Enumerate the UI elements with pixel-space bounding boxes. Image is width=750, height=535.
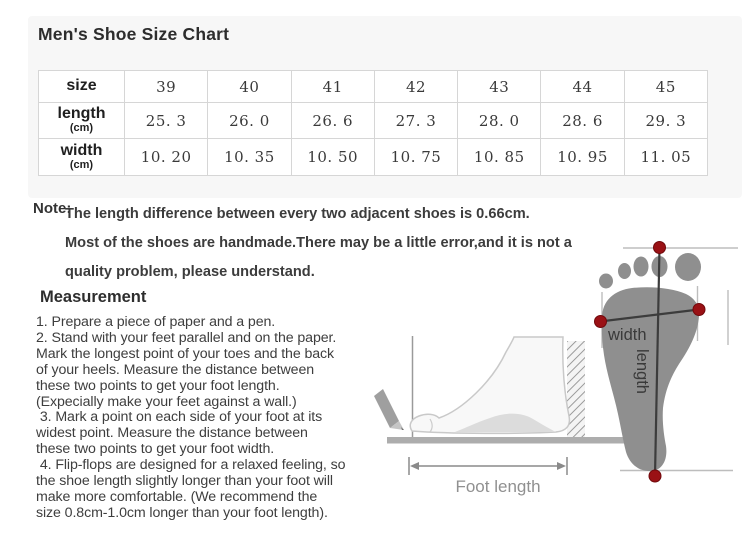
arch-shading — [455, 413, 556, 432]
unit-label: (cm) — [69, 122, 94, 135]
red-marker-dot-left — [594, 315, 607, 328]
length-value: 29. 3 — [623, 102, 709, 139]
width-value: 11. 05 — [623, 138, 709, 176]
width-line — [599, 308, 700, 323]
little-toe — [599, 273, 613, 289]
row-header-length: length (cm) — [38, 102, 125, 139]
unit-label: (cm) — [69, 158, 94, 171]
red-marker-dot-right — [692, 303, 706, 316]
arrowhead-right — [557, 462, 566, 470]
length-value: 28. 6 — [540, 102, 625, 139]
length-value: 26. 0 — [207, 102, 292, 139]
size-value: 43 — [457, 70, 542, 103]
width-value: 10. 75 — [373, 138, 459, 176]
toe-detail-line — [429, 418, 433, 433]
foot-side-view: Foot length — [374, 336, 630, 496]
width-value: 10. 35 — [207, 138, 292, 176]
table-row-length: length (cm) 25. 3 26. 0 26. 6 27. 3 28. 0… — [38, 102, 709, 139]
wall-hatch — [567, 341, 585, 440]
page-title: Men's Shoe Size Chart — [38, 24, 230, 44]
length-value: 26. 6 — [290, 102, 375, 139]
size-value: 45 — [623, 70, 709, 103]
note-label: Note: — [33, 200, 72, 217]
note-text: The length difference between every two … — [65, 206, 572, 280]
row-header-size: size — [38, 70, 125, 103]
red-marker-dot-top — [653, 241, 666, 254]
length-line — [653, 247, 661, 477]
size-value: 40 — [207, 70, 292, 103]
measurement-heading: Measurement — [40, 288, 147, 306]
toe-3 — [633, 256, 649, 277]
sole-shape — [601, 287, 700, 472]
length-value: 27. 3 — [373, 102, 459, 139]
width-value: 10. 20 — [123, 138, 209, 176]
toe-4 — [618, 263, 631, 279]
table-row-width: width (cm) 10. 20 10. 35 10. 50 10. 75 10… — [38, 138, 709, 176]
size-value: 41 — [290, 70, 375, 103]
width-value: 10. 50 — [290, 138, 375, 176]
width-value: 10. 95 — [540, 138, 625, 176]
marker-dots — [594, 241, 706, 483]
pencil-icon — [374, 389, 404, 430]
row-header-width: width (cm) — [38, 138, 125, 176]
foot-length-label: Foot length — [455, 477, 540, 496]
size-chart-panel: Men's Shoe Size Chart size 39 40 41 42 4… — [28, 16, 742, 198]
footprint-shape — [599, 253, 701, 472]
measurement-diagram: Foot length — [374, 241, 738, 496]
size-value: 44 — [540, 70, 625, 103]
size-value: 42 — [373, 70, 459, 103]
red-marker-dot-bottom — [648, 469, 662, 483]
arrowhead-left — [410, 462, 419, 470]
size-value: 39 — [123, 70, 209, 103]
length-value: 28. 0 — [457, 102, 542, 139]
big-toe — [675, 253, 701, 281]
length-value: 25. 3 — [123, 102, 209, 139]
ground-line — [387, 437, 630, 444]
length-label: length — [633, 349, 651, 394]
measurement-steps: 1. Prepare a piece of paper and a pen. 2… — [36, 314, 346, 521]
size-table: size 39 40 41 42 43 44 45 length (cm) 25.… — [38, 70, 709, 176]
footprint-top-view: width length — [594, 241, 738, 483]
foot-length-arrow — [408, 457, 568, 475]
width-label: width — [607, 326, 647, 344]
width-value: 10. 85 — [457, 138, 542, 176]
table-row-size: size 39 40 41 42 43 44 45 — [38, 70, 709, 103]
foot-profile — [409, 336, 571, 435]
